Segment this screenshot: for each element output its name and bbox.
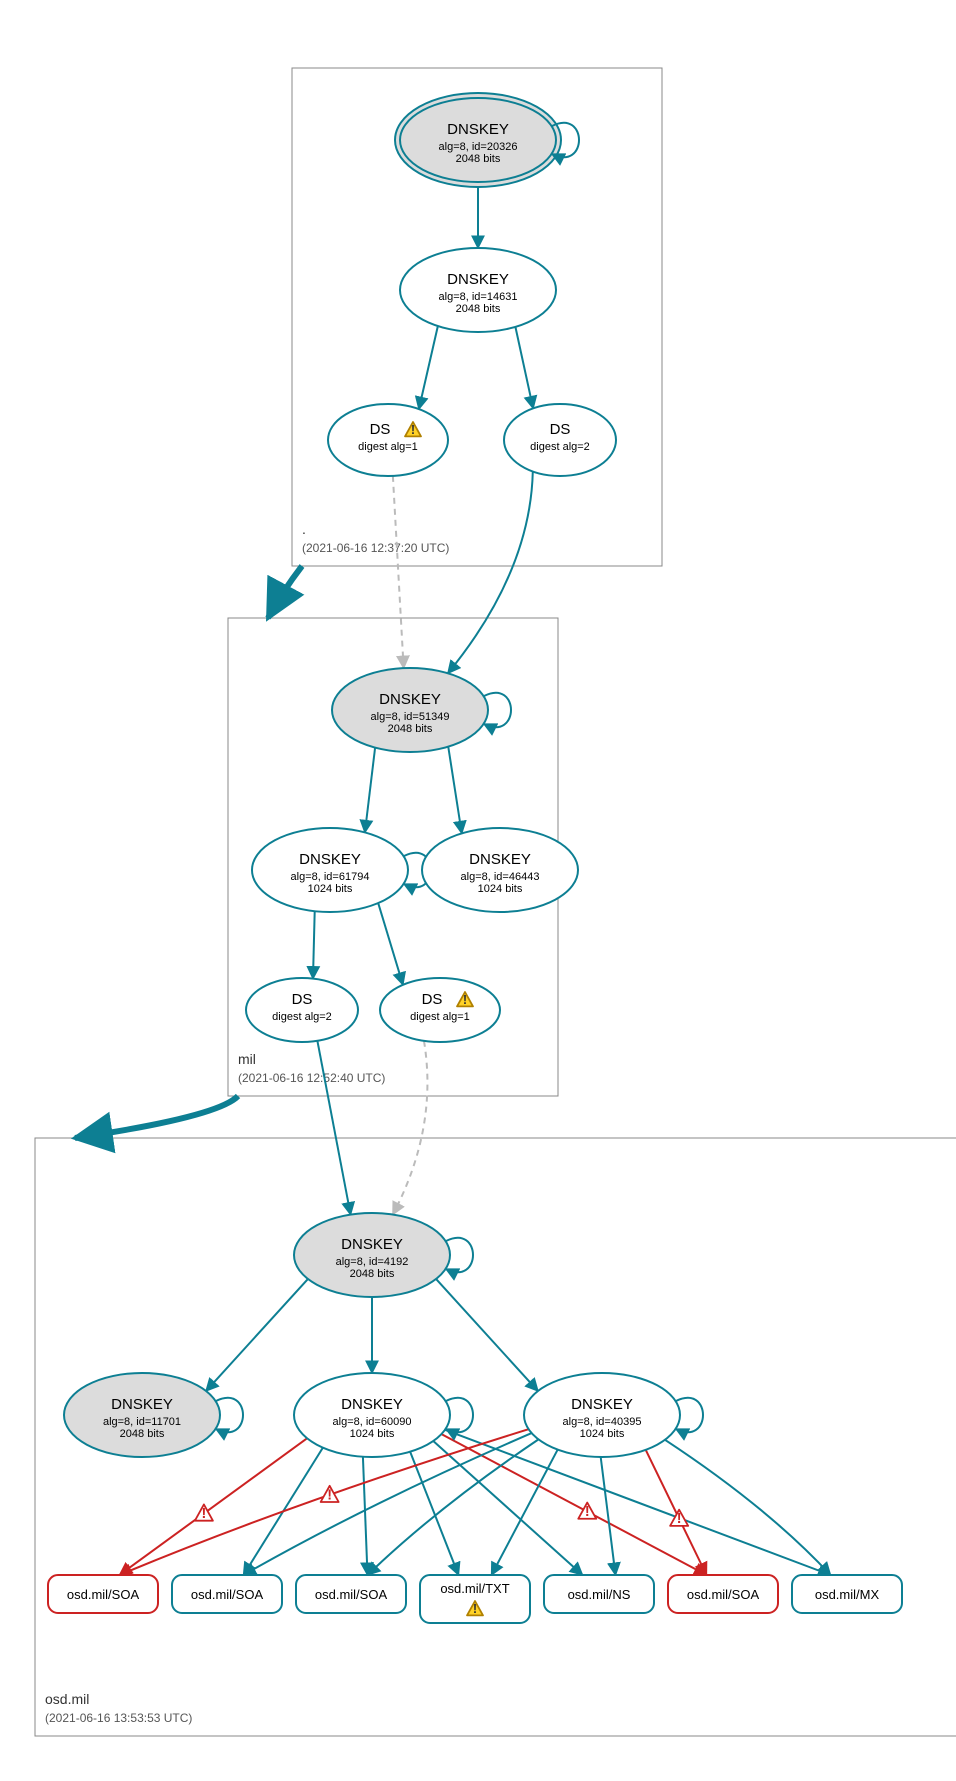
node-subtitle: 1024 bits [308, 883, 353, 895]
zone-time: (2021-06-16 12:52:40 UTC) [238, 1071, 385, 1085]
dnskey-node: DNSKEY alg=8, id=403951024 bits [524, 1373, 703, 1457]
edge [365, 748, 375, 833]
warning-icon: ! [195, 1504, 213, 1522]
node-subtitle: alg=8, id=46443 [461, 871, 540, 883]
rr-node: osd.mil/SOA [296, 1575, 406, 1613]
node-subtitle: alg=8, id=40395 [563, 1416, 642, 1428]
zone-label: mil [238, 1051, 256, 1067]
node-subtitle: 1024 bits [580, 1428, 625, 1440]
node-subtitle: 1024 bits [350, 1428, 395, 1440]
rr-node: osd.mil/MX [792, 1575, 902, 1613]
zone-time: (2021-06-16 12:37:20 UTC) [302, 541, 449, 555]
svg-text:!: ! [585, 1504, 590, 1520]
node-title: DS [370, 421, 391, 438]
rr-label: osd.mil/NS [568, 1587, 631, 1602]
node-subtitle: alg=8, id=60090 [333, 1416, 412, 1428]
rr-label: osd.mil/SOA [315, 1587, 388, 1602]
edge [448, 471, 533, 673]
node-title: DNSKEY [341, 1396, 403, 1413]
node-subtitle: alg=8, id=20326 [439, 141, 518, 153]
node-subtitle: alg=8, id=51349 [371, 711, 450, 723]
rr-label: osd.mil/MX [815, 1587, 880, 1602]
node-title: DNSKEY [571, 1396, 633, 1413]
dnskey-node: DNSKEY alg=8, id=203262048 bits [395, 93, 579, 187]
edge [378, 903, 403, 985]
edge [410, 1452, 458, 1575]
dnskey-node: DS digest alg=1 [328, 404, 448, 476]
dnskey-node: DNSKEY alg=8, id=617941024 bits [252, 828, 431, 912]
edge [515, 327, 533, 409]
zone-delegation-arrow [268, 566, 302, 618]
node-subtitle: 2048 bits [456, 303, 501, 315]
dnskey-node: DNSKEY alg=8, id=513492048 bits [332, 668, 511, 752]
dnssec-graph: . (2021-06-16 12:37:20 UTC) mil (2021-06-16… [20, 20, 956, 1761]
svg-text:!: ! [327, 1487, 332, 1503]
svg-text:!: ! [677, 1511, 682, 1527]
edge [448, 747, 462, 834]
rr-label: osd.mil/TXT [440, 1581, 509, 1596]
rr-label: osd.mil/SOA [191, 1587, 264, 1602]
zone-label: . [302, 521, 306, 537]
dnskey-node: DS digest alg=1 [380, 978, 500, 1042]
edge [436, 1279, 538, 1391]
zone-delegation-arrow [75, 1096, 238, 1138]
node-title: DNSKEY [447, 121, 509, 138]
edge [363, 1457, 368, 1575]
edge [313, 911, 315, 978]
rr-node: osd.mil/SOA [48, 1575, 158, 1613]
node-title: DS [550, 421, 571, 438]
dnskey-node: DNSKEY alg=8, id=41922048 bits [294, 1213, 473, 1297]
rr-label: osd.mil/SOA [67, 1587, 140, 1602]
node-subtitle: 2048 bits [350, 1268, 395, 1280]
node-subtitle: alg=8, id=11701 [103, 1416, 181, 1428]
svg-text:!: ! [473, 1601, 477, 1616]
edge [492, 1450, 558, 1575]
dnskey-node: DNSKEY alg=8, id=117012048 bits [64, 1373, 243, 1457]
warning-icon: ! [321, 1486, 339, 1504]
node-subtitle: 2048 bits [388, 723, 433, 735]
dnskey-node: DNSKEY alg=8, id=600901024 bits [294, 1373, 473, 1457]
node-title: DNSKEY [447, 271, 509, 288]
node-subtitle: digest alg=1 [358, 441, 418, 453]
node-title: DNSKEY [341, 1236, 403, 1253]
dnskey-node: DNSKEY alg=8, id=464431024 bits [422, 828, 578, 912]
node-subtitle: 2048 bits [120, 1428, 165, 1440]
svg-text:!: ! [411, 422, 415, 437]
edge [393, 476, 404, 668]
node-subtitle: digest alg=2 [272, 1011, 332, 1023]
node-title: DNSKEY [469, 851, 531, 868]
warning-icon: ! [670, 1510, 688, 1528]
node-title: DNSKEY [299, 851, 361, 868]
rr-node: osd.mil/SOA [172, 1575, 282, 1613]
edge [206, 1279, 308, 1391]
node-subtitle: alg=8, id=14631 [439, 291, 518, 303]
rr-node: osd.mil/SOA [668, 1575, 778, 1613]
node-title: DS [292, 991, 313, 1008]
dnskey-node: DS digest alg=2 [246, 978, 358, 1042]
node-subtitle: 2048 bits [456, 153, 501, 165]
edge [601, 1457, 616, 1575]
edge [665, 1440, 831, 1575]
svg-text:!: ! [463, 992, 467, 1007]
node-subtitle: alg=8, id=61794 [291, 871, 370, 883]
warning-icon: ! [578, 1503, 596, 1521]
edge [393, 1041, 428, 1215]
dnskey-node: DS digest alg=2 [504, 404, 616, 476]
svg-text:!: ! [202, 1506, 207, 1522]
node-subtitle: alg=8, id=4192 [336, 1256, 409, 1268]
edge [317, 1041, 350, 1215]
node-title: DNSKEY [111, 1396, 173, 1413]
zone-label: osd.mil [45, 1691, 89, 1707]
rr-node: osd.mil/NS [544, 1575, 654, 1613]
rr-label: osd.mil/SOA [687, 1587, 760, 1602]
node-title: DNSKEY [379, 691, 441, 708]
node-subtitle: digest alg=2 [530, 441, 590, 453]
node-subtitle: digest alg=1 [410, 1011, 470, 1023]
node-subtitle: 1024 bits [478, 883, 523, 895]
zone-time: (2021-06-16 13:53:53 UTC) [45, 1711, 192, 1725]
node-title: DS [422, 991, 443, 1008]
edge [419, 326, 438, 409]
dnskey-node: DNSKEY alg=8, id=146312048 bits [400, 248, 556, 332]
